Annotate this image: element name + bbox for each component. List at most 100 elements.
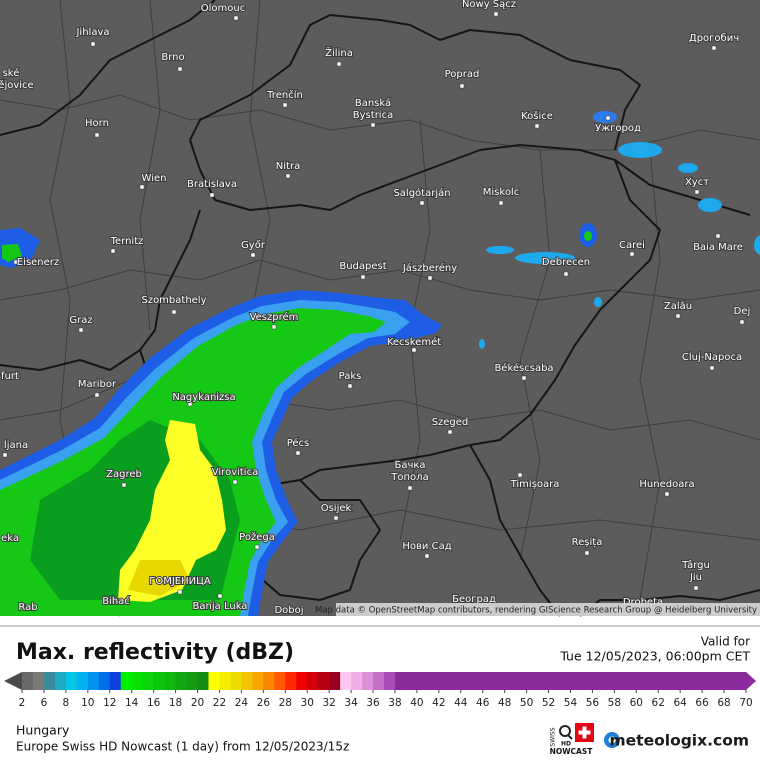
colorbar-tick-label: 68: [717, 697, 730, 709]
logo-magnifier: [559, 725, 571, 737]
city-label: ГОМЈЕНИЦА: [149, 576, 211, 587]
colorbar-segment: [131, 672, 144, 690]
colorbar-tick-label: 12: [103, 697, 116, 709]
city-label: Maribor: [78, 379, 117, 390]
colorbar-segment: [680, 672, 692, 690]
colorbar-segment: [230, 672, 242, 690]
logo-product: NOWCAST: [550, 747, 594, 756]
city-label: Salgótarján: [393, 187, 450, 199]
colorbar-tick-label: 32: [322, 697, 335, 709]
colorbar-segment: [307, 672, 319, 690]
valid-time: Tue 12/05/2023, 06:00pm CET: [559, 649, 750, 664]
city-label: Carei: [619, 240, 645, 251]
city-label: Београд: [452, 594, 496, 605]
colorbar-segment: [219, 672, 231, 690]
city-label: Košice: [521, 110, 553, 122]
city-label: Târgu: [681, 559, 710, 571]
colorbar-arrow-high: [746, 672, 756, 690]
city-dot: [209, 192, 215, 198]
city-label: Nowy Sącz: [462, 0, 516, 10]
site-logo-icon-inner: [608, 736, 616, 744]
colorbar-segment: [164, 672, 177, 690]
city-label: ské: [3, 67, 20, 79]
city-label: Virovitica: [212, 467, 258, 478]
city-dot: [78, 327, 84, 333]
city-label: Debrecen: [542, 257, 590, 268]
legend-title: Max. reflectivity (dBZ): [16, 640, 294, 665]
city-label: Dej: [734, 306, 751, 317]
city-dot: [715, 233, 721, 239]
colorbar-segment: [405, 672, 418, 690]
model-run: Europe Swiss HD Nowcast (1 day) from 12/…: [16, 740, 349, 754]
colorbar-tick-label: 66: [695, 697, 709, 709]
city-label: Ужгород: [595, 123, 641, 134]
legend: Max. reflectivity (dBZ) Valid for Tue 12…: [0, 625, 760, 709]
city-dot: [232, 479, 238, 485]
colorbar-segment: [548, 672, 561, 690]
city-dot: [2, 452, 8, 458]
city-dot: [94, 392, 100, 398]
colorbar-segment: [394, 672, 407, 690]
colorbar-segment: [340, 672, 352, 690]
footer: Hungary Europe Swiss HD Nowcast (1 day) …: [16, 723, 749, 757]
colorbar-segment: [362, 672, 374, 690]
colorbar: 2 6 8 10 12 14 16 18 20 22 24 26 28 30 32 34 36 38 40 42 44 4…: [4, 672, 756, 709]
colorbar-tick-label: 46: [476, 697, 490, 709]
city-dot: [534, 123, 540, 129]
city-dot: [563, 271, 569, 277]
city-label: Ternitz: [110, 236, 144, 247]
colorbar-segment: [153, 672, 166, 690]
colorbar-tick-label: 56: [586, 697, 600, 709]
colorbar-tick-label: 44: [454, 697, 468, 709]
colorbar-segment: [384, 672, 396, 690]
city-dot: [694, 189, 700, 195]
colorbar-segment: [724, 672, 736, 690]
colorbar-segment: [241, 672, 253, 690]
city-label: Хуст: [685, 177, 709, 188]
colorbar-segment: [416, 672, 429, 690]
colorbar-segment: [98, 672, 111, 690]
city-label: Jászberény: [402, 262, 457, 274]
city-dot: [605, 115, 611, 121]
city-label: Szombathely: [141, 295, 206, 306]
city-dot: [584, 550, 590, 556]
colorbar-segment: [285, 672, 297, 690]
city-dot: [295, 450, 301, 456]
city-dot: [110, 248, 116, 254]
city-label: Brno: [161, 52, 184, 63]
city-dot: [424, 553, 430, 559]
colorbar-segment: [296, 672, 308, 690]
city-dot: [629, 251, 635, 257]
colorbar-segment: [460, 672, 473, 690]
city-label: ljana: [4, 440, 28, 451]
city-label: Győr: [241, 239, 266, 251]
city-dot: [94, 132, 100, 138]
map: Olomouc Nowy Sącz Jihlava Дрогобич Brno Žilin…: [0, 0, 760, 617]
city-label: Békéscsaba: [494, 362, 553, 374]
colorbar-segment: [691, 672, 703, 690]
city-dot: [177, 66, 183, 72]
colorbar-tick-label: 18: [169, 697, 182, 709]
colorbar-segment: [263, 672, 275, 690]
city-label: Cluj-Napoca: [682, 352, 742, 363]
colorbar-tick-label: 14: [125, 697, 139, 709]
colorbar-tick-label: 26: [257, 697, 271, 709]
colorbar-segment: [65, 672, 78, 690]
city-dot: [498, 200, 504, 206]
city-dot: [419, 200, 425, 206]
colorbar-tick-label: 6: [41, 697, 48, 709]
city-label: Bystrica: [353, 110, 393, 121]
city-dot: [739, 319, 745, 325]
colorbar-segment: [482, 672, 495, 690]
colorbar-tick-label: 10: [81, 697, 94, 709]
city-labels: Olomouc Nowy Sącz Jihlava Дрогобич Brno Žilin…: [0, 0, 751, 617]
colorbar-segment: [581, 672, 593, 690]
city-label: Wien: [142, 173, 167, 184]
colorbar-tick-label: 2: [19, 697, 26, 709]
colorbar-segment: [537, 672, 550, 690]
colorbar-tick-label: 36: [366, 697, 380, 709]
colorbar-tick-label: 42: [432, 697, 445, 709]
logo-magnifier-handle: [567, 734, 573, 740]
city-label: Budapest: [339, 261, 386, 272]
colorbar-segment: [175, 672, 188, 690]
